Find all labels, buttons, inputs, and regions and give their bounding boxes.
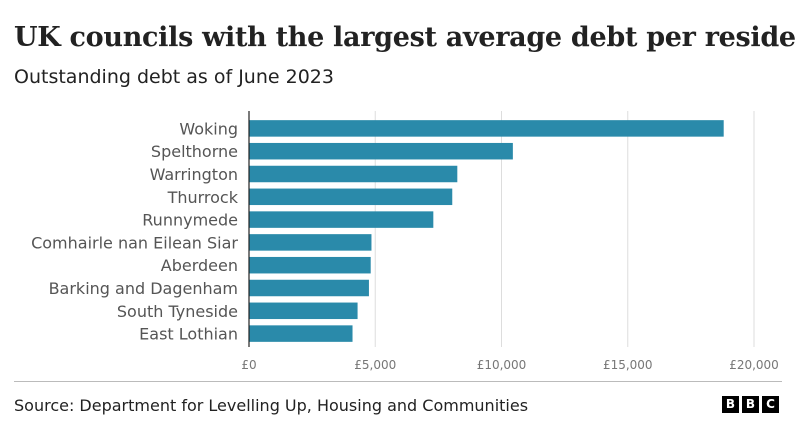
category-label: Warrington bbox=[150, 165, 238, 184]
bar bbox=[249, 142, 513, 160]
category-label: Spelthorne bbox=[151, 142, 238, 161]
category-label: Woking bbox=[179, 119, 238, 138]
category-label: Barking and Dagenham bbox=[49, 279, 238, 298]
category-label: Aberdeen bbox=[161, 256, 238, 275]
bar bbox=[249, 256, 371, 274]
x-tick-label: £5,000 bbox=[354, 358, 396, 372]
category-label: Runnymede bbox=[142, 211, 238, 230]
bar bbox=[249, 188, 453, 206]
category-label: East Lothian bbox=[139, 325, 238, 344]
category-label: South Tyneside bbox=[117, 302, 238, 321]
bar bbox=[249, 325, 353, 342]
bbc-logo-letter: C bbox=[762, 396, 779, 413]
bar bbox=[249, 279, 369, 297]
bar bbox=[249, 211, 434, 228]
chart-title: UK councils with the largest average deb… bbox=[14, 22, 796, 53]
bar bbox=[249, 302, 358, 320]
bbc-logo-letter: B bbox=[742, 396, 759, 413]
category-label: Comhairle nan Eilean Siar bbox=[31, 233, 238, 252]
bar bbox=[249, 234, 372, 251]
x-tick-label: £20,000 bbox=[729, 358, 779, 372]
x-tick-label: £10,000 bbox=[477, 358, 527, 372]
bar-chart: £0 £5,000 £10,000 £15,000 £20,000 Woking Spelt… bbox=[31, 111, 779, 372]
bbc-logo: B B C bbox=[722, 396, 779, 413]
bbc-logo-letter: B bbox=[722, 396, 739, 413]
chart-subtitle: Outstanding debt as of June 2023 bbox=[14, 66, 334, 88]
source-note: Source: Department for Levelling Up, Hou… bbox=[14, 396, 529, 415]
x-tick-label: £0 bbox=[241, 358, 256, 372]
category-label: Thurrock bbox=[167, 188, 239, 207]
footer-divider bbox=[14, 381, 782, 382]
bar bbox=[249, 120, 724, 137]
bar bbox=[249, 165, 458, 183]
x-tick-label: £15,000 bbox=[603, 358, 653, 372]
